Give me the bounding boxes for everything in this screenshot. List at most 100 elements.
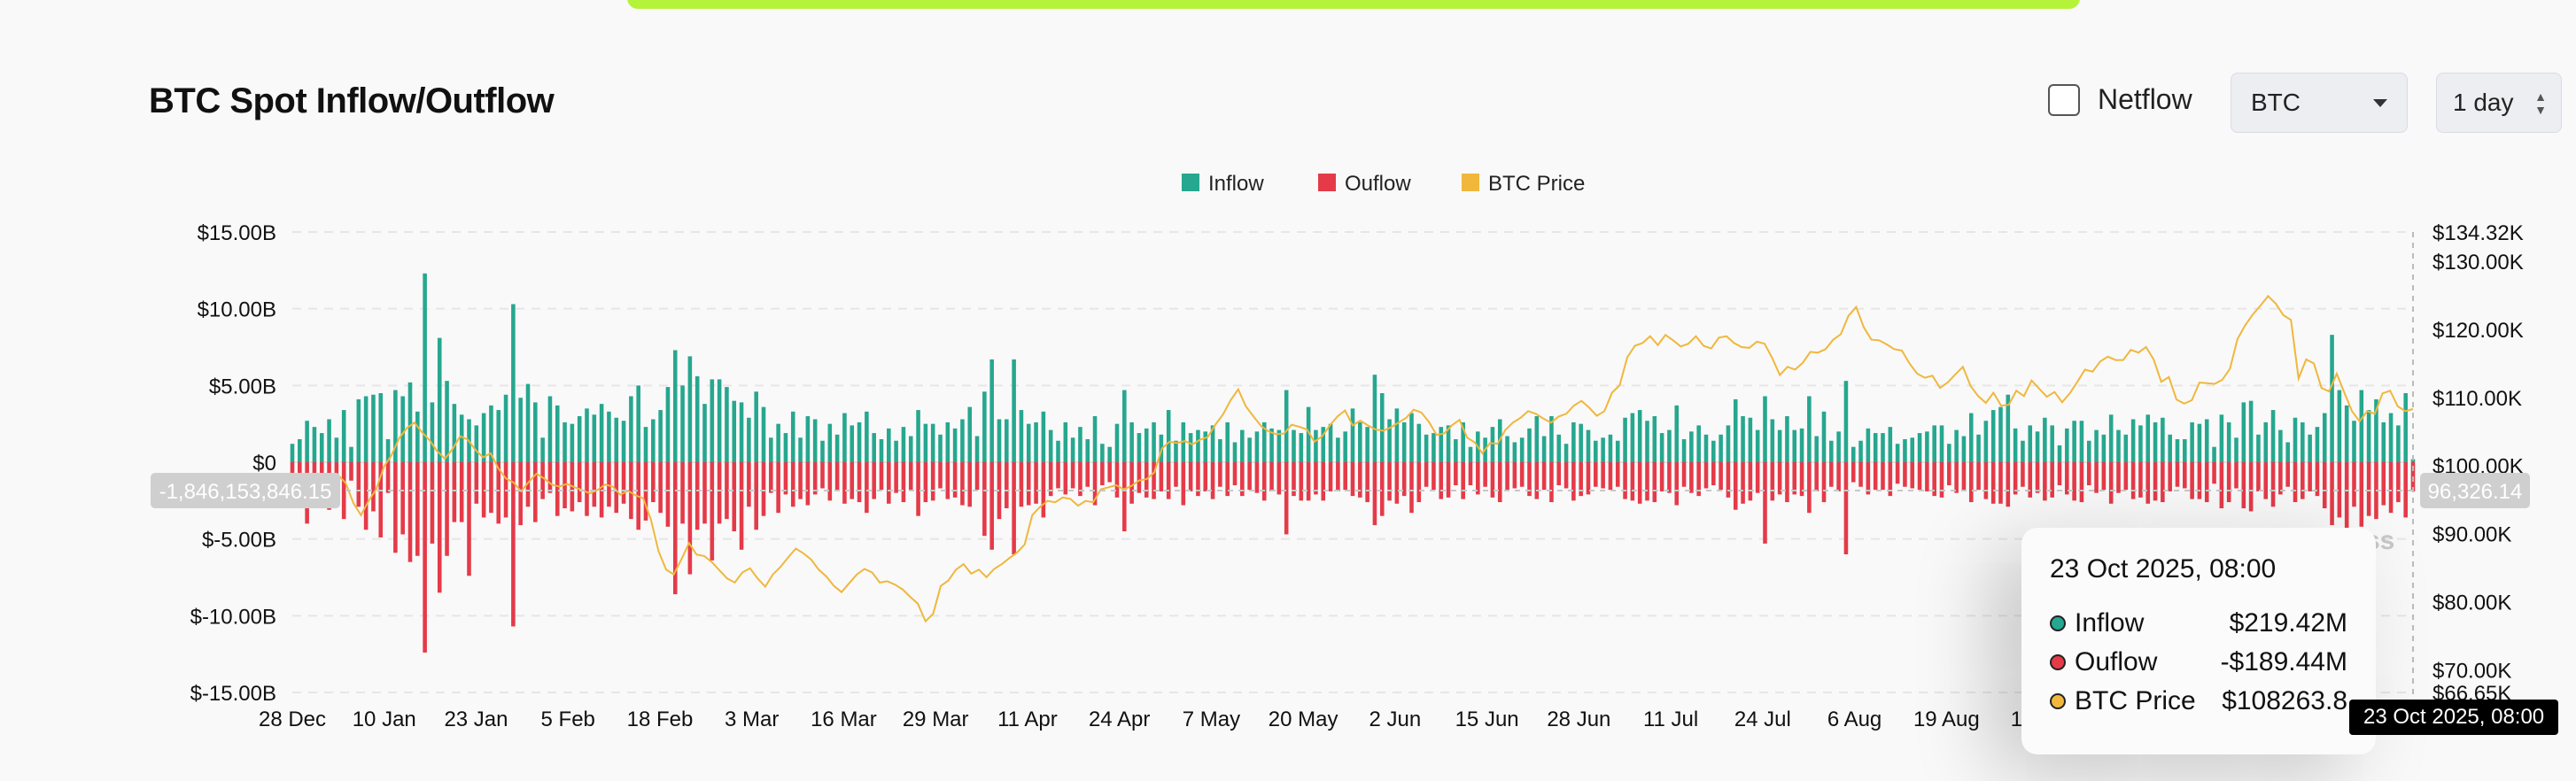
inflow-bar: [2190, 421, 2194, 462]
inflow-bar: [1703, 434, 1709, 462]
chevron-down-icon: [2373, 98, 2387, 107]
x-tick-label: 16 Mar: [811, 708, 877, 731]
outflow-bar: [739, 462, 744, 550]
inflow-bar: [1873, 433, 1878, 462]
outflow-bar: [1770, 462, 1775, 501]
interval-select[interactable]: 1 day ▲ ▼: [2436, 73, 2562, 133]
x-tick-label: 23 Jan: [444, 708, 508, 731]
inflow-bar: [621, 421, 626, 462]
outflow-bar: [887, 462, 891, 504]
outflow-bar: [1490, 462, 1495, 498]
outflow-bar: [1961, 462, 1967, 491]
inflow-bar: [1005, 419, 1009, 462]
outflow-bar: [1836, 462, 1841, 491]
outflow-bar: [672, 462, 678, 595]
outflow-bar: [2315, 462, 2320, 497]
outflow-bar: [467, 462, 471, 576]
tooltip-row-value: -$189.44M: [2220, 647, 2347, 677]
outflow-bar: [1527, 462, 1532, 497]
crosshair-left-label-bg: [151, 473, 340, 508]
outflow-bar: [1063, 462, 1068, 495]
x-tick-label: 24 Apr: [1089, 708, 1150, 731]
inflow-bar: [1188, 433, 1193, 462]
inflow-bar: [2116, 429, 2121, 462]
tooltip-row-inflow: Inflow $219.42M: [2050, 604, 2347, 643]
coin-select[interactable]: BTC: [2231, 73, 2408, 133]
inflow-bar: [2285, 442, 2290, 462]
outflow-bar: [967, 462, 973, 507]
outflow-bar: [1203, 462, 1208, 491]
inflow-bar: [687, 356, 693, 462]
outflow-bar: [2301, 462, 2305, 499]
inflow-bar: [1416, 423, 1422, 462]
outflow-bar: [1174, 462, 1178, 487]
outflow-bar: [1070, 462, 1075, 489]
outflow-bar: [1895, 462, 1900, 484]
inflow-bar: [415, 411, 420, 462]
inflow-bar: [2241, 402, 2246, 462]
inflow-bar: [651, 419, 656, 462]
x-tick-label: 28 Jun: [1547, 708, 1610, 731]
inflow-bar: [2248, 400, 2254, 462]
inflow-bar: [1939, 425, 1944, 462]
outflow-bar: [776, 462, 780, 514]
outflow-bar: [1446, 462, 1451, 498]
inflow-bar: [1401, 421, 1407, 462]
x-tick-label: 28 Dec: [259, 708, 326, 731]
inflow-bar: [2153, 421, 2158, 462]
top-banner-strip: [627, 0, 2080, 9]
inflow-bar: [2263, 421, 2269, 462]
outflow-bar: [1917, 462, 1922, 491]
y-right-tick-label: $120.00K: [2432, 319, 2524, 343]
outflow-bar: [1026, 462, 1031, 506]
outflow-bar: [1932, 462, 1936, 497]
netflow-toggle[interactable]: Netflow: [2048, 83, 2192, 116]
inflow-bar: [577, 416, 582, 462]
outflow-bar: [872, 462, 876, 499]
inflow-bar: [643, 427, 648, 462]
outflow-bar: [2396, 462, 2401, 503]
outflow-bar: [1858, 462, 1863, 487]
inflow-bar: [1358, 421, 1362, 462]
inflow-bar: [629, 396, 633, 462]
inflow-bar: [1284, 390, 1289, 462]
outflow-bar: [2072, 462, 2076, 501]
outflow-bar: [725, 462, 729, 520]
outflow-bar: [1137, 462, 1142, 493]
inflow-bar: [1645, 421, 1649, 462]
inflow-bar: [967, 406, 973, 462]
outflow-bar: [1615, 462, 1620, 487]
outflow-bar: [1726, 462, 1731, 498]
inflow-bar: [1454, 439, 1458, 462]
inflow-bar: [725, 387, 729, 462]
inflow-bar: [1623, 417, 1627, 462]
netflow-checkbox[interactable]: [2048, 83, 2080, 116]
inflow-bar: [2057, 445, 2062, 462]
inflow-bar: [1748, 417, 1753, 462]
y-right-tick-label: $130.00K: [2432, 251, 2524, 275]
outflow-bar: [1947, 462, 1951, 485]
inflow-bar: [1843, 381, 1849, 462]
inflow-bar: [1866, 428, 1871, 462]
outflow-bar: [651, 462, 656, 503]
inflow-bar: [872, 433, 876, 462]
inflow-bar: [1012, 359, 1016, 462]
outflow-bar: [2226, 462, 2231, 503]
inflow-bar: [452, 404, 457, 462]
inflow-bar: [1829, 440, 1834, 462]
inflow-bar: [2410, 459, 2416, 462]
outflow-bar: [901, 462, 906, 503]
outflow-bar: [496, 462, 501, 524]
inflow-bar: [694, 375, 700, 462]
outflow-bar: [2108, 462, 2114, 504]
inflow-bar: [614, 417, 619, 462]
x-tick-label: 18 Feb: [627, 708, 694, 731]
outflow-bar: [1181, 462, 1186, 506]
inflow-bar: [2315, 427, 2320, 462]
inflow-bar: [834, 434, 840, 462]
outflow-bar: [1990, 462, 1996, 504]
outflow-bar: [769, 462, 773, 493]
inflow-bar: [2337, 390, 2342, 462]
inflow-bar: [1394, 408, 1400, 462]
outflow-bar: [930, 462, 935, 501]
